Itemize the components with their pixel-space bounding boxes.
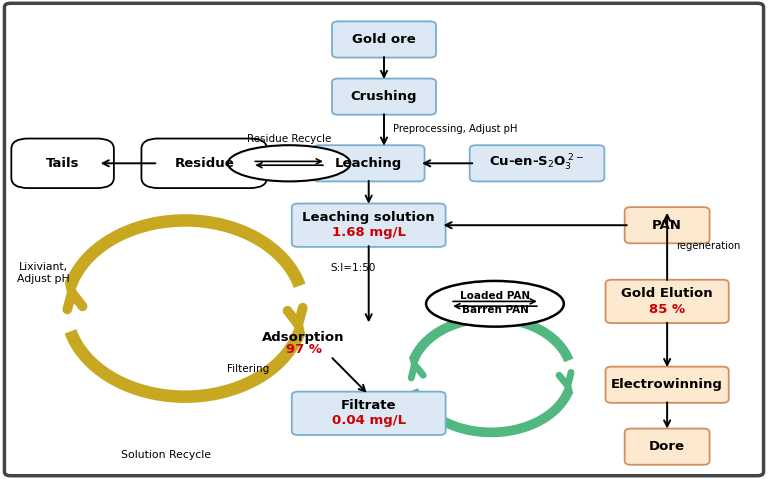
- Text: Residue Recycle: Residue Recycle: [247, 134, 331, 144]
- Text: 97 %: 97 %: [286, 343, 322, 356]
- Text: Filtrate: Filtrate: [341, 399, 396, 412]
- Text: 1.68 mg/L: 1.68 mg/L: [332, 227, 406, 240]
- Text: Filtering: Filtering: [227, 364, 270, 374]
- FancyBboxPatch shape: [624, 429, 710, 465]
- FancyBboxPatch shape: [605, 280, 729, 323]
- Text: Leaching: Leaching: [335, 157, 402, 170]
- Text: Gold ore: Gold ore: [352, 33, 416, 46]
- Text: S:l=1:50: S:l=1:50: [330, 263, 376, 273]
- FancyBboxPatch shape: [5, 3, 763, 476]
- FancyBboxPatch shape: [332, 79, 436, 115]
- Text: Preprocessing, Adjust pH: Preprocessing, Adjust pH: [393, 124, 518, 134]
- Text: Residue: Residue: [174, 157, 234, 170]
- Text: Barren PAN: Barren PAN: [462, 306, 528, 316]
- Text: Tails: Tails: [46, 157, 79, 170]
- Text: Solution Recycle: Solution Recycle: [121, 450, 211, 460]
- Text: Loaded PAN: Loaded PAN: [460, 291, 530, 301]
- Text: Leaching solution: Leaching solution: [303, 211, 435, 224]
- FancyBboxPatch shape: [141, 138, 267, 188]
- FancyBboxPatch shape: [313, 145, 425, 182]
- Text: Crushing: Crushing: [351, 90, 417, 103]
- Text: Lixiviant,
Adjust pH: Lixiviant, Adjust pH: [17, 262, 70, 284]
- Ellipse shape: [426, 281, 564, 327]
- Text: Adsorption: Adsorption: [263, 331, 345, 343]
- Text: 0.04 mg/L: 0.04 mg/L: [332, 414, 406, 427]
- Text: regeneration: regeneration: [677, 241, 740, 251]
- Text: Cu-en-S$_2$O$_3^{\ 2-}$: Cu-en-S$_2$O$_3^{\ 2-}$: [489, 153, 584, 173]
- FancyBboxPatch shape: [470, 145, 604, 182]
- Text: PAN: PAN: [652, 219, 682, 232]
- FancyBboxPatch shape: [624, 207, 710, 243]
- FancyBboxPatch shape: [605, 366, 729, 403]
- FancyBboxPatch shape: [332, 22, 436, 57]
- Text: 85 %: 85 %: [649, 303, 685, 316]
- FancyBboxPatch shape: [292, 392, 445, 435]
- Ellipse shape: [228, 145, 350, 182]
- Text: Dore: Dore: [649, 440, 685, 453]
- FancyBboxPatch shape: [292, 204, 445, 247]
- Text: Gold Elution: Gold Elution: [621, 287, 713, 300]
- Text: Electrowinning: Electrowinning: [611, 378, 723, 391]
- FancyBboxPatch shape: [12, 138, 114, 188]
